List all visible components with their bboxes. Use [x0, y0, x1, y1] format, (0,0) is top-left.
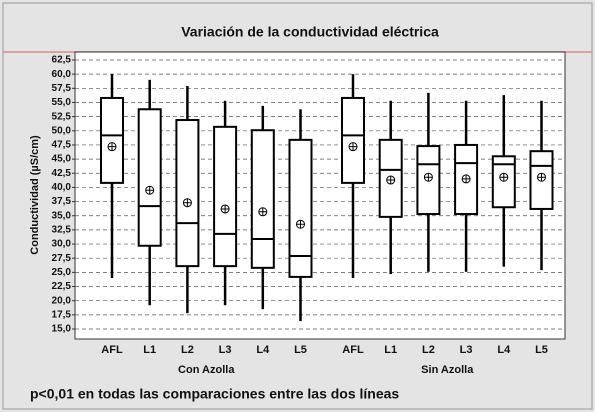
- y-tick-label: 20,0: [52, 295, 72, 306]
- frame: [2, 2, 593, 410]
- y-tick-label: 37,5: [52, 196, 72, 207]
- box: [288, 138, 313, 278]
- note: p<0,01 en todas las comparaciones entre …: [30, 386, 399, 402]
- y-tick-label: 32,5: [52, 225, 72, 236]
- x-tick-label: L4: [497, 344, 511, 356]
- mean-cross: [258, 207, 267, 216]
- x-tick-label: L1: [143, 344, 156, 356]
- box: [137, 108, 162, 247]
- mean-cross: [183, 198, 192, 207]
- y-tick-label: 55,0: [52, 97, 72, 108]
- y-tick-label: 40,0: [52, 182, 72, 193]
- box: [213, 125, 238, 268]
- mean-cross: [537, 173, 546, 182]
- box: [341, 96, 365, 184]
- y-tick-label: 52,5: [52, 111, 72, 122]
- mean-cross: [221, 204, 230, 213]
- y-tick-label: 15,0: [52, 324, 72, 335]
- y-tick-label: 57,5: [52, 83, 72, 94]
- x-tick-label: L4: [256, 344, 270, 356]
- box: [100, 96, 124, 184]
- chart-title: Variación de la conductividad eléctrica: [181, 24, 439, 40]
- x-tick-label: L2: [422, 344, 435, 356]
- y-tick-label: 22,5: [52, 281, 72, 292]
- x-tick-label: L5: [535, 344, 548, 356]
- y-tick-label: 50,0: [52, 125, 72, 136]
- group-label: Sin Azolla: [421, 364, 474, 376]
- mean-cross: [349, 142, 357, 151]
- y-tick-label: 62,5: [52, 55, 72, 66]
- group-label: Con Azolla: [178, 364, 235, 376]
- y-axis-label: Conductividad (µS/cm): [29, 135, 41, 255]
- mean-cross: [462, 174, 471, 183]
- mean-cross: [386, 176, 395, 185]
- y-tick-label: 45,0: [52, 154, 72, 165]
- box: [250, 129, 275, 269]
- y-tick-label: 60,0: [52, 69, 72, 80]
- x-tick-label: L3: [460, 344, 473, 356]
- y-tick-label: 27,5: [52, 253, 72, 264]
- x-tick-label: L2: [181, 344, 194, 356]
- y-tick-label: 47,5: [52, 140, 72, 151]
- x-tick-label: L1: [384, 344, 397, 356]
- y-tick-label: 25,0: [52, 267, 72, 278]
- y-tick-label: 35,0: [52, 210, 72, 221]
- box: [491, 155, 516, 209]
- y-tick-label: 17,5: [52, 309, 72, 320]
- y-tick-label: 30,0: [52, 239, 72, 250]
- box: [175, 119, 200, 268]
- mean-cross: [424, 173, 433, 182]
- mean-cross: [108, 142, 116, 151]
- x-tick-label: AFL: [101, 344, 123, 356]
- y-tick-label: 42,5: [52, 168, 72, 179]
- x-tick-label: AFL: [342, 344, 364, 356]
- x-tick-label: L5: [294, 344, 307, 356]
- mean-cross: [145, 186, 154, 195]
- x-tick-label: L3: [219, 344, 232, 356]
- mean-cross: [499, 173, 508, 182]
- mean-cross: [296, 220, 305, 229]
